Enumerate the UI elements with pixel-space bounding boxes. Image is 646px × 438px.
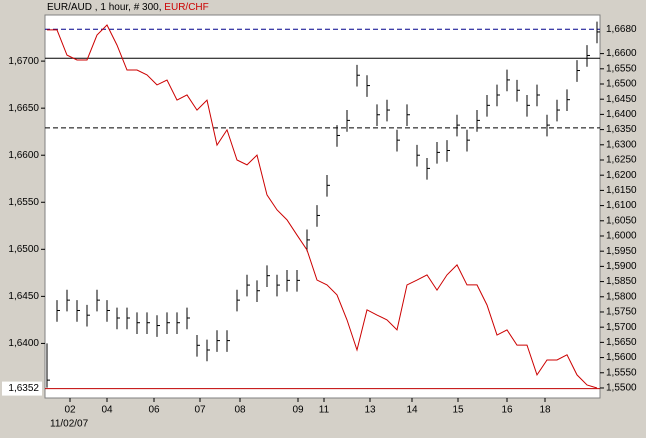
y-tick-label: 1,6700 (8, 56, 39, 67)
y2-tick-label: 1,5600 (606, 352, 637, 363)
line (47, 24, 598, 389)
y-tick-label: 1,6400 (8, 338, 39, 349)
y2-tick-label: 1,5950 (606, 246, 637, 257)
y2-tick-label: 1,6600 (606, 48, 637, 59)
y2-tick-label: 1,5850 (606, 276, 637, 287)
x-tick-label: 08 (234, 405, 246, 416)
chart-title: EUR/AUD , 1 hour, # 300, EUR/CHF (47, 2, 209, 13)
x-tick-label: 04 (101, 405, 113, 416)
x-tick-label: 09 (292, 405, 304, 416)
x-tick-label: 06 (148, 405, 160, 416)
x-tick-label: 11 (319, 405, 330, 416)
y2-tick-label: 1,5500 (606, 383, 637, 394)
y-tick-label: 1,6500 (8, 244, 39, 255)
reference-label: 1,6352 (8, 383, 39, 394)
y2-tick-label: 1,6400 (606, 109, 637, 120)
y-tick-label: 1,6650 (8, 103, 39, 114)
label-box (2, 381, 42, 396)
y2-tick-label: 1,5800 (606, 291, 637, 302)
y2-tick-label: 1,6150 (606, 185, 637, 196)
y-tick-label: 1,6600 (8, 150, 39, 161)
x-tick-label: 02 (64, 405, 76, 416)
title-info: , 1 hour, # 300, (95, 2, 162, 13)
y2-tick-label: 1,6450 (606, 94, 637, 105)
y-tick-label: 1,6450 (8, 291, 39, 302)
y-tick-label: 1,6550 (8, 197, 39, 208)
x-tick-label: 18 (539, 405, 551, 416)
y2-tick-label: 1,5550 (606, 367, 637, 378)
y2-tick-label: 1,6100 (606, 200, 637, 211)
y2-tick-label: 1,6050 (606, 215, 637, 226)
y2-tick-label: 1,6000 (606, 231, 637, 242)
x-tick-label: 13 (364, 405, 376, 416)
y2-tick-label: 1,6250 (606, 155, 637, 166)
y2-tick-label: 1,5650 (606, 337, 637, 348)
date-label: 11/02/07 (50, 419, 89, 430)
y2-tick-label: 1,5750 (606, 307, 637, 318)
reference-label: 1,6680 (606, 24, 637, 35)
x-tick-label: 07 (194, 405, 206, 416)
y2-tick-label: 1,6550 (606, 63, 637, 74)
x-tick-label: 16 (501, 405, 513, 416)
x-tick-label: 15 (452, 405, 464, 416)
y2-tick-label: 1,6350 (606, 124, 637, 135)
y2-tick-label: 1,5700 (606, 322, 637, 333)
x-tick-label: 14 (406, 405, 418, 416)
series-name: EUR/CHF (164, 2, 208, 13)
y2-tick-label: 1,6500 (606, 79, 637, 90)
series-name: EUR/AUD (47, 2, 92, 13)
y2-tick-label: 1,6200 (606, 170, 637, 181)
y2-tick-label: 1,6300 (606, 139, 637, 150)
plot-area (44, 14, 601, 399)
y2-tick-label: 1,5900 (606, 261, 637, 272)
